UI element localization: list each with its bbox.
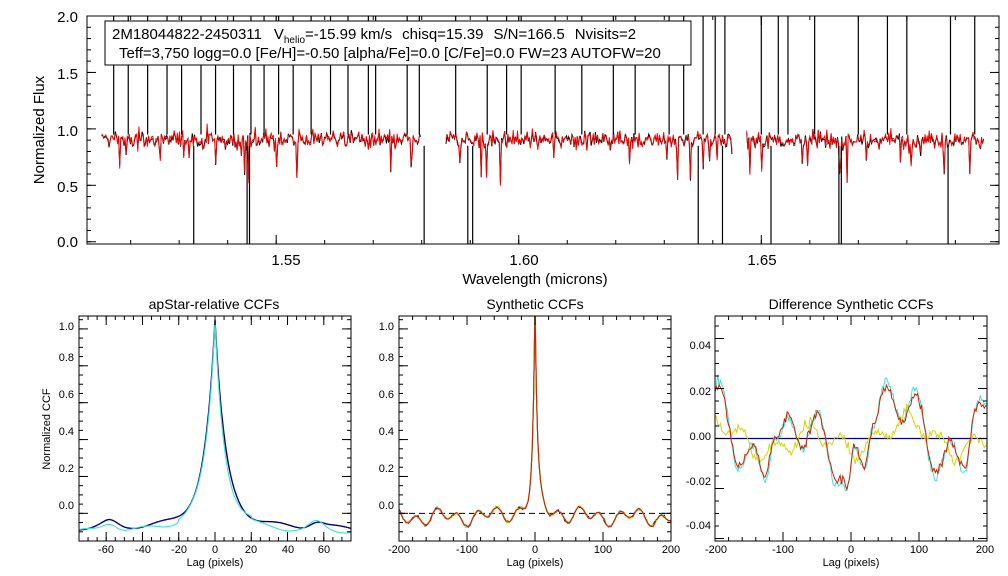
- ccf3-lines: [715, 374, 987, 492]
- ccf1-xtick-label: 60: [318, 544, 330, 556]
- ccf2-ytick-label: 0.6: [379, 389, 394, 401]
- ccf1-lines: [79, 319, 351, 534]
- ccf1-ytick-label: 0.4: [59, 426, 74, 438]
- ccf2-xtick-label: -200: [388, 544, 410, 556]
- spectrum-ytick-label: 0.0: [57, 234, 78, 251]
- ccf1-ytick-label: 0.2: [59, 463, 74, 475]
- spectrum-ylabel: Normalized Flux: [31, 75, 48, 184]
- ccf3-series-line: [715, 402, 987, 467]
- ccf2-series-line: [399, 316, 671, 529]
- ccf1-xtick-label: -60: [98, 544, 114, 556]
- ccf2-ticks: [398, 316, 672, 541]
- ccf2-title: Synthetic CCFs: [486, 296, 583, 312]
- ccf1-xtick-label: 0: [212, 544, 218, 556]
- spectrum-ytick-label: 1.0: [57, 123, 78, 140]
- vhelio-symbol: V: [274, 26, 284, 43]
- ccf2-xtick-label: -100: [456, 544, 478, 556]
- ccf2-ytick-label: 1.0: [379, 321, 394, 333]
- spectrum-synthetic-line: [746, 127, 985, 183]
- ccf1-visit2-line: [79, 321, 351, 534]
- ccf1-title: apStar-relative CCFs: [149, 296, 280, 312]
- ccf2-ytick-label: 0.2: [379, 463, 394, 475]
- ccf3-title: Difference Synthetic CCFs: [769, 296, 934, 312]
- spectrum-ytick-label: 1.5: [57, 66, 78, 83]
- spectrum-synthetic-line: [445, 128, 733, 186]
- ccf2-xtick-label: 0: [532, 544, 538, 556]
- ccf3-ytick-label: 0.04: [690, 340, 711, 352]
- spectrum-ytick-label: 0.5: [57, 179, 78, 196]
- ccf1-xtick-label: 20: [245, 544, 257, 556]
- annotation-box: [104, 20, 692, 66]
- ccf1-ylabel: Normalized CCF: [41, 388, 53, 470]
- annotation-line-1: 2M18044822-2450311 Vhelio=-15.99 km/s chis…: [112, 26, 636, 46]
- ccf1-xtick-label: -20: [171, 544, 187, 556]
- ccf1-xlabel: Lag (pixels): [187, 557, 244, 569]
- vhelio-value: =-15.99 km/s: [305, 26, 392, 43]
- ccf3-ytick-label: 0.02: [690, 386, 711, 398]
- spectrum-synthetic-line: [101, 123, 421, 184]
- ccf3-xtick-label: 100: [910, 544, 928, 556]
- ccf2-xtick-label: 200: [662, 544, 680, 556]
- ccf1-plot-frame: [78, 315, 352, 542]
- ccf3-ytick-label: -0.04: [686, 520, 711, 532]
- spectrum-ticks: [87, 15, 999, 244]
- ccf3-series-line: [715, 374, 987, 492]
- ccf1-ytick-label: 0.8: [59, 352, 74, 364]
- nvisits-value: Nvisits=2: [575, 26, 636, 43]
- ccf3-ticks: [714, 316, 988, 541]
- spectrum-plot-frame: [86, 15, 1000, 245]
- ccf1-ytick-label: 0.6: [59, 389, 74, 401]
- apstar-ccf-panel: apStar-relative CCFs 0.0 0.2 0.4 0.6 0.8…: [41, 296, 352, 569]
- ccf2-xtick-label: 100: [594, 544, 612, 556]
- chisq-value: chisq=15.39: [402, 26, 483, 43]
- spectrum-xlabel: Wavelength (microns): [462, 271, 607, 288]
- ccf1-xtick-label: -40: [135, 544, 151, 556]
- ccf3-ytick-label: -0.02: [686, 476, 711, 488]
- ccf3-series-line: [715, 383, 987, 492]
- ccf3-ytick-label: 0.00: [690, 431, 711, 443]
- ccf3-xtick-label: 200: [976, 544, 994, 556]
- ccf1-visit1-line: [79, 319, 351, 531]
- spectrum-xtick-label: 1.65: [747, 252, 776, 269]
- ccf3-xlabel: Lag (pixels): [823, 557, 880, 569]
- spectrum-xtick-label: 1.60: [509, 252, 538, 269]
- ccf1-ytick-label: 1.0: [59, 321, 74, 333]
- snr-value: S/N=166.5: [493, 26, 564, 43]
- ccf2-series-group: [399, 316, 671, 529]
- ccf1-series-group: [79, 319, 351, 534]
- spectrum-ytick-label: 2.0: [57, 9, 78, 26]
- ccf2-xlabel: Lag (pixels): [507, 557, 564, 569]
- star-id: 2M18044822-2450311: [112, 26, 262, 43]
- difference-ccf-panel: Difference Synthetic CCFs -0.04 -0.02 0.…: [686, 296, 994, 569]
- annotation-line-2: Teff=3,750 logg=0.0 [Fe/H]=-0.50 [alpha/…: [119, 45, 661, 62]
- ccf3-xtick-label: -200: [705, 544, 727, 556]
- spectrum-panel: 0.0 0.5 1.0 1.5 2.0 1.55 1.60 1.65 Wavel…: [31, 9, 1000, 288]
- ccf3-xtick-label: 0: [848, 544, 854, 556]
- vhelio-subscript: helio: [284, 35, 306, 46]
- ccf3-plot-frame: [714, 315, 988, 542]
- ccf1-ticks: [78, 316, 352, 541]
- ccf3-xtick-label: -100: [772, 544, 794, 556]
- ccf2-ytick-label: 0.4: [379, 426, 394, 438]
- synthetic-ccf-panel: Synthetic CCFs 0.0 0.2 0.4 0.6 0.8 1.0 -…: [379, 296, 680, 569]
- ccf1-xtick-label: 40: [282, 544, 294, 556]
- ccf2-ytick-label: 0.8: [379, 352, 394, 364]
- ccf1-ytick-label: 0.0: [59, 500, 74, 512]
- ccf2-plot-frame: [398, 315, 672, 542]
- spectrum-xtick-label: 1.55: [271, 252, 300, 269]
- ccf3-series-group: [715, 374, 987, 492]
- ccf2-lines: [399, 316, 671, 529]
- ccf2-ytick-label: 0.0: [379, 500, 394, 512]
